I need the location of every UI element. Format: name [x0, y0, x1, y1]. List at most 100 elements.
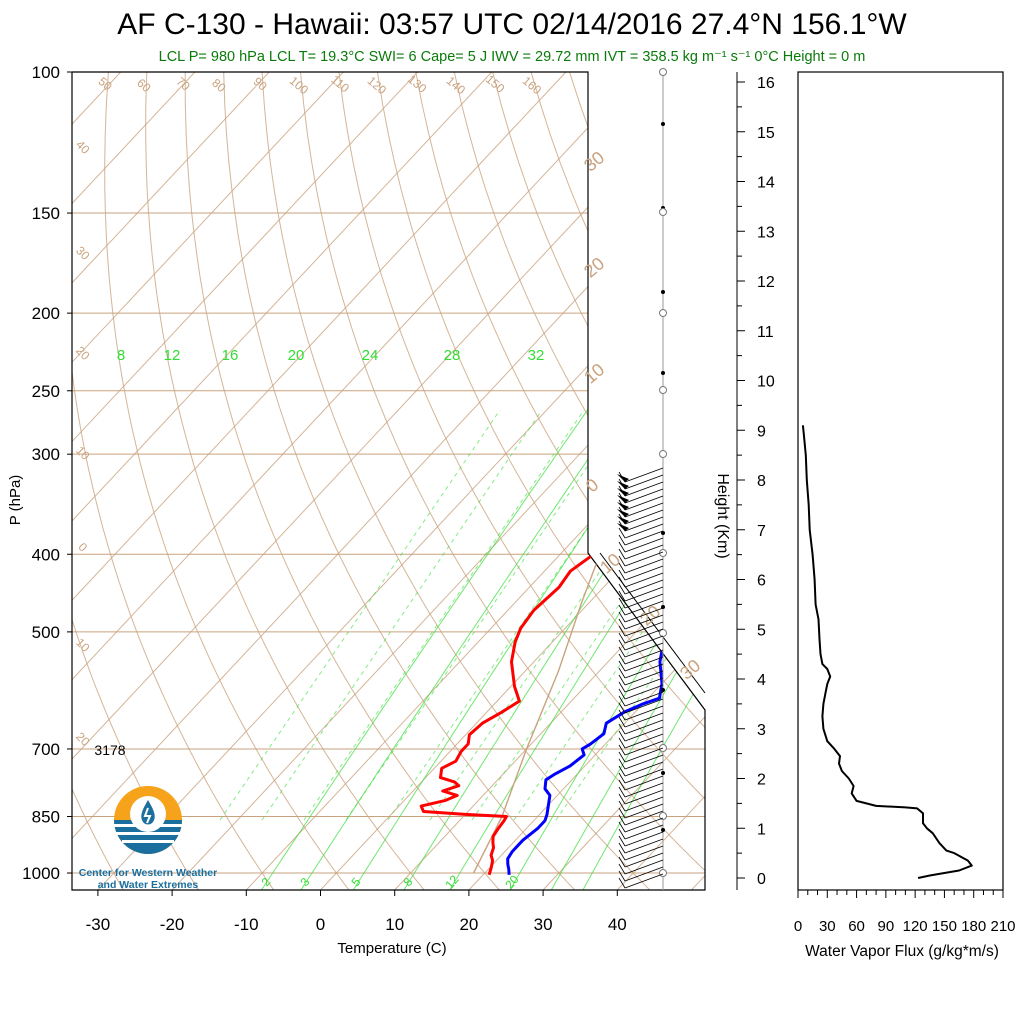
- isotherm-line: [320, 72, 705, 890]
- wind-barb-flag: [618, 590, 626, 602]
- wind-barb-flag: [618, 702, 626, 714]
- isotherm-line: [616, 72, 705, 890]
- wind-barb: [624, 642, 664, 658]
- height-axis-tick-label: 6: [757, 573, 766, 590]
- wind-barb: [624, 481, 664, 497]
- wind-barb: [624, 782, 664, 798]
- wvf-x-tick-label: 0: [794, 918, 802, 935]
- mixing-ratio-label: 20: [288, 347, 305, 364]
- wind-barb-flag: [618, 646, 626, 658]
- y-axis-tick-label: 1000: [22, 864, 60, 883]
- dry-adiabat-line: [453, 72, 705, 890]
- dry-adiabat-line: [104, 72, 350, 890]
- parcel-trace: [472, 72, 705, 874]
- wind-barb: [624, 754, 664, 770]
- saturated-adiabat-line: [387, 409, 669, 821]
- wind-barb-pennant: [617, 523, 629, 531]
- dry-adiabat-label: 60: [134, 76, 153, 96]
- isotherm-label: 0: [582, 475, 603, 497]
- wind-barb: [624, 831, 664, 847]
- wind-barb-flag: [618, 779, 626, 791]
- wvf-x-tick-label: 60: [848, 918, 865, 935]
- wind-barb-flag: [618, 527, 626, 539]
- y-axis-tick-label: 150: [32, 204, 60, 223]
- wind-barb-flag: [618, 611, 626, 623]
- wind-barb: [624, 516, 664, 532]
- dry-adiabat-line: [72, 72, 124, 890]
- isotherm-label: 20: [580, 253, 608, 281]
- height-axis-tick-label: 13: [757, 224, 775, 241]
- mixing-ratio-label: 8: [117, 347, 125, 364]
- wvf-x-tick-label: 30: [819, 918, 836, 935]
- isotherm-line: [691, 72, 705, 890]
- wind-barb-flag: [618, 618, 626, 630]
- y-axis-tick-label: 300: [32, 445, 60, 464]
- dry-adiabat-label: 90: [251, 74, 270, 94]
- wind-barb-pennant: [617, 488, 629, 496]
- isotherm-line: [394, 72, 705, 890]
- isotherm-line: [542, 72, 705, 890]
- height-marker-dot: [661, 771, 665, 775]
- wind-barb-flag: [618, 723, 626, 735]
- height-marker-dot: [661, 290, 665, 294]
- isotherm-label: 10: [73, 443, 93, 463]
- y-axis-tick-label: 400: [32, 545, 60, 564]
- logo-text-line2: and Water Extremes: [97, 879, 199, 891]
- wvf-x-tick-label: 210: [990, 918, 1015, 935]
- height-axis-tick-label: 0: [757, 871, 766, 888]
- mixing-ratio-line: [582, 361, 705, 890]
- mixing-ratio-label: 16: [222, 347, 239, 364]
- wind-barb-flag: [618, 737, 626, 749]
- chart-title: AF C-130 - Hawaii: 03:57 UTC 02/14/2016 …: [117, 8, 907, 41]
- dry-adiabat-line: [376, 72, 705, 890]
- dry-adiabat-line: [839, 72, 1024, 890]
- saturated-adiabat-line: [429, 409, 705, 821]
- dry-adiabat-label: 150: [483, 72, 508, 96]
- mixing-ratio-label: 12: [164, 347, 181, 364]
- dry-adiabat-label: 130: [405, 72, 430, 96]
- wind-barb: [624, 796, 664, 812]
- wind-barb: [624, 544, 664, 560]
- wind-barb: [624, 859, 664, 875]
- wind-barb-flag: [618, 863, 626, 875]
- isotherm-label: 20: [73, 729, 93, 749]
- wind-barb-flag: [618, 632, 626, 644]
- dry-adiabat-line: [415, 72, 705, 890]
- height-axis-tick-label: 2: [757, 772, 766, 789]
- saturated-adiabat-line: [303, 409, 585, 821]
- dry-adiabat-label: 80: [209, 76, 228, 96]
- wind-barb-flag: [618, 828, 626, 840]
- wvf-x-label: Water Vapor Flux (g/kg*m/s): [805, 943, 999, 960]
- dry-adiabat-line: [645, 72, 705, 890]
- wind-barb-flag: [618, 716, 626, 728]
- wind-barb-pennant: [617, 509, 629, 517]
- logo-text-line1: Center for Western Weather: [78, 867, 218, 879]
- isotherm-line: [72, 72, 418, 890]
- wind-barb: [624, 551, 664, 567]
- wind-barb: [624, 593, 664, 609]
- x-axis-tick-label: 10: [385, 915, 404, 934]
- wind-barb-flag: [618, 821, 626, 833]
- wind-barb: [624, 635, 664, 651]
- skewt-frame-diagonal: [599, 552, 706, 694]
- dry-adiabat-line: [300, 72, 705, 890]
- wind-barb: [624, 719, 664, 735]
- mixing-ratio-label: 32: [528, 347, 545, 364]
- isotherm-line: [468, 72, 705, 890]
- x-axis-tick-label: 20: [459, 915, 478, 934]
- wind-barb-flag: [618, 807, 626, 819]
- height-marker-circle: [659, 869, 667, 877]
- isotherm-line: [766, 72, 1024, 890]
- wind-barb-flag: [618, 604, 626, 616]
- dry-adiabat-line: [145, 72, 425, 890]
- height-axis-tick-label: 7: [757, 523, 766, 540]
- height-axis-tick-label: 10: [757, 374, 775, 391]
- height-axis-tick-label: 1: [757, 821, 766, 838]
- wind-barb: [624, 530, 664, 546]
- wind-barb: [624, 691, 664, 707]
- wind-barb: [624, 621, 664, 637]
- wind-barb-flag: [618, 744, 626, 756]
- saturated-adiabat-line: [345, 409, 627, 821]
- isotherm-line: [72, 72, 344, 890]
- saturated-adiabat-line: [261, 409, 543, 821]
